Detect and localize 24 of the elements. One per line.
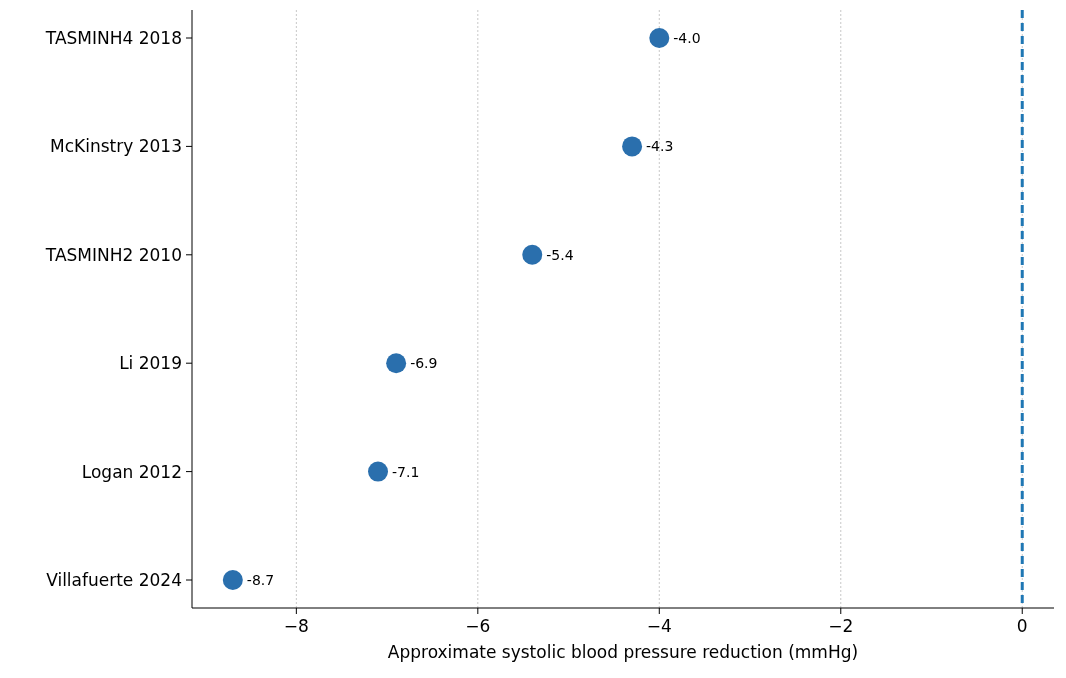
point	[368, 461, 389, 482]
data-label: -4.0	[673, 30, 701, 46]
point	[386, 353, 407, 374]
x-axis-title: Approximate systolic blood pressure reduction (mmHg)	[387, 642, 859, 662]
x-tick-label: 0	[1016, 616, 1028, 636]
x-tick-label: −6	[465, 616, 491, 636]
y-tick-label: Villafuerte 2024	[46, 570, 182, 590]
y-tick-label: McKinstry 2013	[50, 136, 182, 157]
y-tick-label: TASMINH2 2010	[44, 244, 182, 265]
y-tick-label: TASMINH4 2018	[44, 28, 182, 48]
point	[222, 570, 243, 590]
data-label: -4.3	[646, 138, 674, 155]
x-tick-label: −4	[646, 616, 672, 636]
data-label: -6.9	[410, 355, 438, 372]
data-label: -7.1	[392, 463, 420, 480]
y-tick-label: Li 2019	[119, 353, 182, 374]
point	[622, 136, 643, 157]
point	[649, 28, 670, 48]
x-tick-label: −8	[283, 616, 309, 636]
x-tick-label: −2	[828, 616, 854, 636]
data-label: -5.4	[546, 246, 574, 263]
data-label: -8.7	[246, 572, 275, 588]
point	[522, 244, 543, 265]
y-tick-label: Logan 2012	[81, 461, 182, 482]
